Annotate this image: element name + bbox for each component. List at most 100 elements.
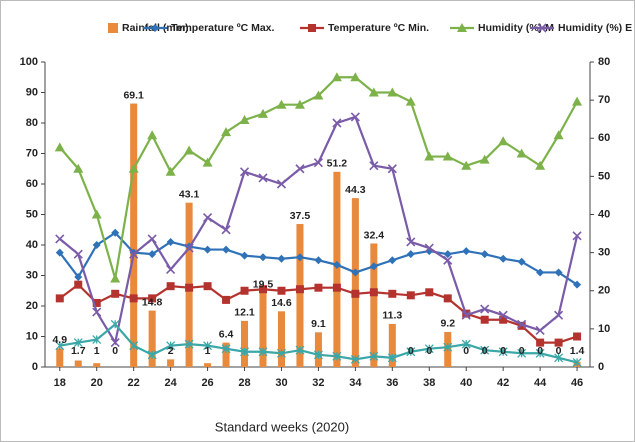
y-tick-label: 10 [26, 330, 38, 342]
y-tick-label: 0 [32, 361, 38, 373]
marker [147, 234, 157, 244]
legend-marker [308, 24, 316, 32]
marker [147, 350, 157, 360]
y2-tick-label: 0 [598, 361, 604, 373]
bar [148, 310, 156, 367]
marker [499, 254, 508, 263]
marker [74, 273, 83, 282]
marker [517, 348, 527, 358]
marker [91, 209, 102, 219]
marker [554, 353, 564, 363]
marker [313, 158, 323, 168]
marker [166, 237, 175, 246]
marker [369, 351, 379, 361]
data-label: 1.7 [71, 345, 86, 357]
marker [92, 335, 102, 345]
marker [314, 283, 323, 292]
x-tick-label: 36 [386, 377, 398, 389]
marker [221, 127, 232, 137]
x-tick-label: 46 [571, 377, 583, 389]
x-tick-label: 26 [201, 377, 213, 389]
data-label: 9.1 [311, 318, 326, 330]
y2-tick-label: 40 [598, 208, 610, 220]
marker [73, 163, 84, 173]
bar [277, 311, 285, 367]
bar [296, 224, 304, 367]
data-label: 19.5 [253, 278, 274, 290]
marker [351, 289, 360, 298]
marker [535, 325, 545, 335]
marker [331, 72, 342, 82]
marker [351, 268, 360, 277]
marker [498, 347, 508, 357]
marker [405, 96, 416, 106]
x-tick-label: 42 [497, 377, 509, 389]
marker [443, 250, 452, 259]
marker [369, 288, 378, 297]
marker [277, 348, 286, 358]
marker [166, 341, 176, 351]
marker [387, 353, 397, 363]
marker [240, 286, 249, 295]
x-tick-label: 40 [460, 377, 472, 389]
bar [93, 363, 101, 367]
data-label: 14.6 [271, 297, 292, 309]
marker [517, 319, 527, 329]
marker [129, 294, 138, 303]
data-label: 37.5 [290, 210, 311, 222]
marker [553, 130, 564, 140]
x-tick-label: 24 [165, 377, 178, 389]
legend-label: Humidity (%) M [478, 22, 554, 34]
bar [259, 292, 267, 367]
marker [166, 264, 176, 274]
marker [203, 212, 213, 223]
marker [480, 250, 489, 259]
marker [424, 243, 434, 253]
bar [351, 198, 359, 367]
data-label: 2 [168, 345, 174, 357]
marker [480, 315, 489, 324]
data-label: 9.2 [440, 318, 455, 330]
marker [185, 283, 194, 292]
marker [258, 108, 268, 118]
marker [332, 351, 342, 361]
marker [517, 257, 526, 266]
marker [55, 234, 65, 244]
y2-tick-label: 30 [598, 247, 610, 259]
marker [332, 260, 341, 269]
marker [462, 247, 471, 256]
data-label: 12.1 [234, 307, 255, 319]
marker [259, 253, 267, 262]
marker [572, 357, 582, 367]
data-label: 1 [205, 345, 211, 357]
x-tick-label: 32 [312, 377, 324, 389]
marker [110, 273, 121, 283]
y2-tick-label: 80 [598, 56, 610, 68]
marker [480, 345, 490, 355]
marker [148, 250, 157, 259]
marker [406, 250, 415, 259]
marker [572, 96, 583, 106]
marker [74, 280, 83, 289]
y-tick-label: 60 [26, 178, 38, 190]
marker [92, 307, 102, 317]
marker [148, 294, 157, 303]
data-label: 4.9 [52, 334, 67, 346]
marker [277, 254, 286, 263]
marker [202, 157, 213, 167]
marker [388, 289, 397, 298]
marker [165, 166, 176, 176]
marker [239, 114, 250, 124]
marker [443, 342, 453, 352]
marker [111, 228, 120, 237]
data-label: 14.8 [142, 296, 163, 308]
marker [387, 164, 397, 174]
y-tick-label: 40 [26, 239, 38, 251]
marker [425, 288, 434, 297]
legend-swatch [108, 23, 118, 33]
marker [277, 286, 286, 295]
x-axis-label: Standard weeks (2020) [215, 419, 349, 434]
x-tick-label: 44 [534, 377, 547, 389]
data-label: 0 [112, 345, 118, 357]
marker [129, 248, 138, 257]
